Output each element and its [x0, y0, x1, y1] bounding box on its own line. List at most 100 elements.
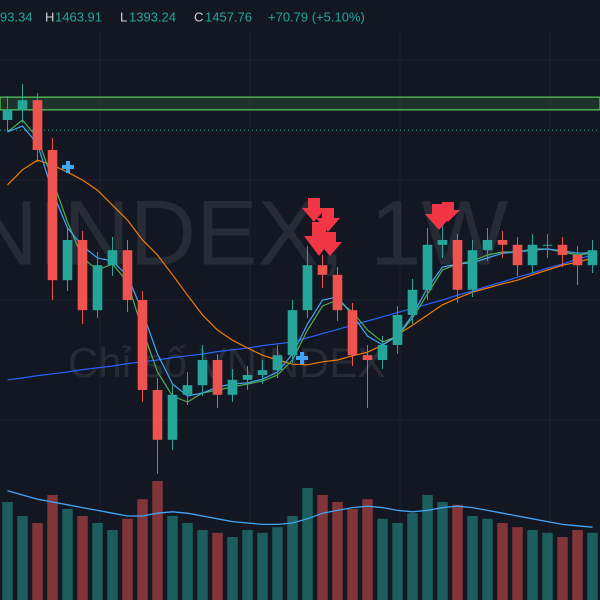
candle-body — [422, 244, 433, 290]
candle-body — [272, 355, 283, 371]
volume-bar — [92, 523, 103, 600]
volume-bar — [167, 516, 178, 600]
high-label: H — [45, 9, 54, 24]
volume-bar — [227, 537, 238, 600]
volume-bar — [182, 523, 193, 600]
candle-body — [197, 360, 208, 386]
candle-body — [17, 100, 28, 110]
volume-bar — [287, 516, 298, 600]
volume-bar — [2, 502, 13, 600]
volume-bar — [497, 523, 508, 600]
price-zone — [0, 96, 600, 111]
candle-body — [407, 289, 418, 315]
candle-body — [317, 265, 328, 275]
candle-body — [62, 240, 73, 281]
candle-body — [527, 244, 538, 266]
close-value: 1457.76 — [205, 9, 252, 24]
volume-bar — [77, 516, 88, 600]
candle-body — [377, 345, 388, 360]
buy-markers — [62, 161, 308, 364]
volume-bar — [527, 530, 538, 600]
candle-body — [587, 250, 598, 266]
candle-body — [92, 265, 103, 311]
volume-bar — [512, 527, 523, 600]
candle-body — [47, 150, 58, 281]
volume-bar — [347, 509, 358, 600]
candle-body — [362, 355, 373, 360]
signal-markers — [302, 198, 460, 256]
candle-body — [182, 385, 193, 395]
volume-bar — [407, 513, 418, 600]
volume-bar — [557, 537, 568, 600]
candle-body — [542, 244, 553, 246]
candle-body — [257, 370, 268, 375]
volume-bar — [587, 532, 598, 600]
candle-body — [347, 310, 358, 356]
candle-body — [122, 250, 133, 300]
candle-body — [497, 240, 508, 245]
volume-bar — [242, 530, 253, 600]
open-value: 93.34 — [0, 9, 33, 24]
candle-body — [452, 240, 463, 290]
sell-arrow — [436, 202, 460, 222]
candle-body — [572, 255, 583, 266]
candle-body — [32, 100, 43, 150]
candle-body — [227, 379, 238, 395]
candle-body — [152, 390, 163, 440]
watermark-sub: Chỉ số VNINDEX — [68, 339, 385, 386]
low-label: L — [120, 9, 127, 24]
volume-bar — [422, 495, 433, 600]
candle-body — [167, 394, 178, 440]
candle-body — [212, 360, 223, 395]
moving-average — [7, 119, 593, 403]
candle-body — [467, 250, 478, 290]
volume-bar — [107, 530, 118, 600]
volume-bar — [542, 532, 553, 600]
plot — [0, 84, 600, 600]
volume-bar — [62, 509, 73, 600]
volume-bar — [467, 516, 478, 600]
volume-bar — [152, 481, 163, 600]
volume-bar — [362, 499, 373, 600]
volume-bar — [332, 502, 343, 600]
candle-body — [107, 250, 118, 266]
volume-bar — [272, 527, 283, 600]
low-value: 1393.24 — [129, 9, 176, 24]
moving-average — [7, 159, 593, 366]
volume-bar — [47, 495, 58, 600]
volume-bar — [17, 516, 28, 600]
volume-bar — [437, 502, 448, 600]
close-label: C — [194, 9, 203, 24]
moving-average — [7, 125, 593, 397]
candle-body — [2, 109, 13, 120]
volume-bar — [32, 523, 43, 600]
volume-bar — [197, 530, 208, 600]
candle-body — [437, 240, 448, 245]
volume-bar — [482, 518, 493, 600]
candle-body — [557, 244, 568, 255]
buy-marker — [296, 352, 308, 364]
change: +70.79 (+5.10%) — [268, 9, 365, 24]
high-value: 1463.91 — [55, 9, 102, 24]
candle-body — [482, 240, 493, 251]
candle-body — [137, 300, 148, 390]
sell-arrow — [316, 208, 340, 232]
candle-body — [77, 240, 88, 311]
candle-body — [512, 244, 523, 266]
candle-body — [242, 375, 253, 380]
volume-bar — [302, 488, 313, 600]
header: 93.34 H 1463.91 L 1393.24 C 1457.76 +70.… — [0, 9, 365, 24]
buy-marker — [62, 161, 74, 173]
sell-arrow — [304, 222, 334, 256]
volume-bar — [137, 499, 148, 600]
sell-arrow — [302, 198, 326, 222]
sell-arrow — [318, 232, 342, 256]
volume-bar — [452, 504, 463, 600]
volume-bar — [212, 532, 223, 600]
volume-bar — [377, 518, 388, 600]
volume-bar — [572, 530, 583, 600]
candle-body — [287, 310, 298, 356]
candle-body — [332, 274, 343, 311]
volume-bar — [392, 523, 403, 600]
